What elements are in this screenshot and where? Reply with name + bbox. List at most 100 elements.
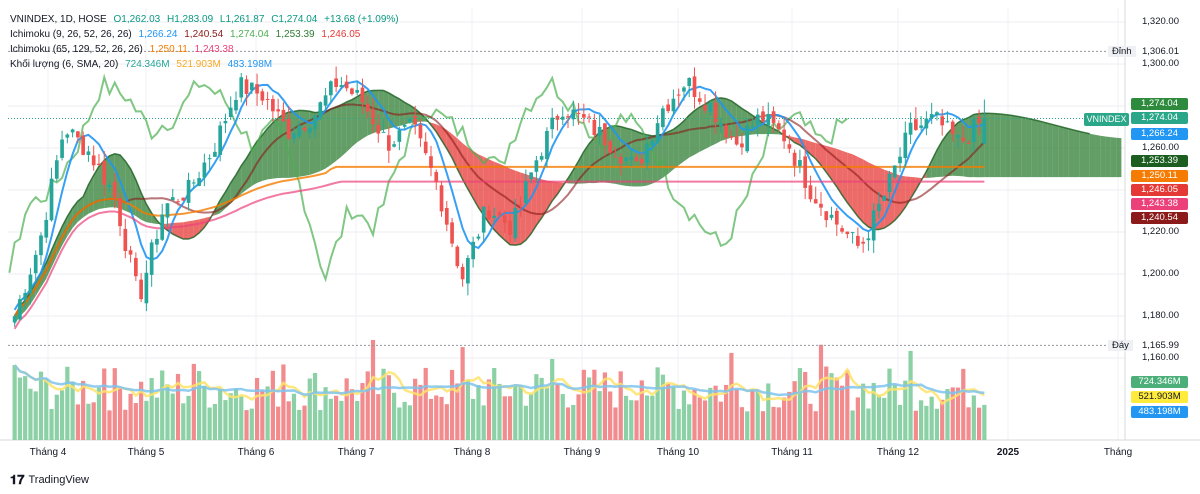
legend-close: C1,274.04: [271, 14, 318, 25]
volume-bar: [23, 376, 28, 440]
volume-bar: [750, 389, 755, 440]
volume-bar: [644, 395, 650, 440]
candle-body: [750, 126, 755, 128]
candle-body: [392, 144, 396, 147]
volume-label-pill: 724.346M: [1131, 376, 1188, 388]
low-marker-label: Đáy: [1108, 340, 1133, 351]
candle-body: [487, 210, 491, 219]
candle-body: [170, 197, 175, 201]
volume-bar: [565, 407, 571, 440]
candle-body: [176, 201, 180, 203]
cloud-segment: [1042, 121, 1048, 178]
volume-bar: [787, 391, 792, 440]
legend-volume-v3: 483.198M: [227, 59, 273, 70]
volume-bar: [882, 397, 887, 440]
candle-body: [887, 174, 892, 193]
cloud-segment: [1105, 136, 1111, 178]
volume-bar: [908, 350, 913, 440]
volume-bar: [771, 406, 776, 440]
candle-body: [139, 279, 143, 300]
tradingview-logo[interactable]: 𝟏𝟕 TradingView: [10, 472, 89, 488]
volume-bar: [386, 375, 391, 440]
volume-bar: [687, 404, 692, 440]
volume-bar: [360, 383, 365, 440]
candle-body: [502, 215, 507, 223]
volume-bar: [107, 410, 112, 440]
cloud-segment: [1095, 134, 1101, 178]
volume-bar: [449, 369, 455, 440]
cloud-segment: [267, 122, 273, 180]
legend-high: H1,283.09: [166, 14, 214, 25]
legend-ichimoku-2[interactable]: Ichimoku (65, 129, 52, 26, 26) 1,250.11 …: [10, 42, 403, 57]
cloud-segment: [620, 126, 626, 186]
volume-bar: [355, 400, 360, 440]
legend-volume-v2: 521.903M: [176, 59, 221, 70]
legend-main[interactable]: VNINDEX, 1D, HOSE O1,262.03 H1,283.09 L1…: [10, 12, 403, 27]
volume-bar: [218, 389, 223, 440]
volume-bar: [613, 407, 618, 440]
volume-bar: [919, 400, 924, 440]
candle-body: [708, 102, 713, 112]
candle-body: [639, 158, 644, 164]
volume-bar: [428, 398, 434, 440]
high-marker-value: 1,306.01: [1142, 46, 1179, 57]
candle-body: [950, 121, 955, 135]
candle-body: [682, 87, 686, 92]
volume-bar: [934, 408, 940, 440]
cloud-segment: [1058, 125, 1064, 178]
volume-bar: [781, 397, 787, 440]
volume-bar: [597, 391, 602, 440]
candle-body: [850, 232, 855, 234]
volume-bar: [961, 368, 966, 440]
cloud-segment: [678, 120, 684, 166]
cloud-segment: [351, 96, 358, 147]
volume-bar: [824, 366, 829, 440]
candle-body: [840, 228, 844, 232]
volume-bar: [592, 369, 597, 440]
cloud-segment: [900, 175, 906, 215]
cloud-segment: [320, 111, 326, 172]
candle-body: [397, 130, 402, 142]
candle-body: [592, 119, 597, 136]
volume-bar: [65, 366, 70, 440]
cloud-segment: [689, 110, 695, 158]
candle-body: [218, 125, 223, 155]
cloud-segment: [130, 168, 136, 217]
volume-bar: [876, 394, 882, 440]
volume-bar: [797, 368, 803, 440]
cloud-segment: [589, 137, 595, 184]
cloud-segment: [1010, 115, 1016, 178]
volume-bar: [887, 368, 892, 440]
legend-symbol: VNINDEX, 1D, HOSE: [10, 14, 107, 25]
price-label-pill: 1,243.38: [1131, 198, 1188, 210]
candle-body: [360, 87, 365, 103]
volume-bar: [323, 387, 328, 440]
cloud-segment: [1031, 119, 1038, 178]
volume-bar: [618, 371, 623, 440]
candle-body: [576, 112, 581, 114]
cloud-segment: [1015, 116, 1022, 178]
candle-body: [608, 141, 613, 153]
volume-bar: [297, 409, 302, 440]
volume-bar: [692, 389, 697, 440]
volume-bar: [913, 410, 918, 440]
cloud-segment: [594, 132, 600, 184]
volume-bar: [929, 396, 934, 440]
legend-ichimoku-1[interactable]: Ichimoku (9, 26, 52, 26, 26) 1,266.24 1,…: [10, 27, 403, 42]
time-tick-label: Tháng 4: [29, 447, 67, 458]
cloud-segment: [947, 127, 953, 177]
volume-bar: [623, 395, 629, 440]
candle-body: [149, 242, 154, 275]
volume-bar: [513, 386, 518, 440]
candle-body: [508, 220, 512, 235]
legend-ichimoku-1-v3: 1,274.04: [229, 29, 269, 40]
ichimoku-2-base-line: [13, 165, 985, 317]
legend-ichimoku-1-v2: 1,240.54: [184, 29, 224, 40]
legend-open: O1,262.03: [113, 14, 161, 25]
volume-bar: [154, 397, 160, 440]
cloud-segment: [631, 129, 637, 187]
volume-bar: [755, 390, 760, 440]
legend-volume[interactable]: Khối lượng (6, SMA, 20) 724.346M 521.903…: [10, 57, 403, 72]
candle-body: [365, 103, 370, 112]
